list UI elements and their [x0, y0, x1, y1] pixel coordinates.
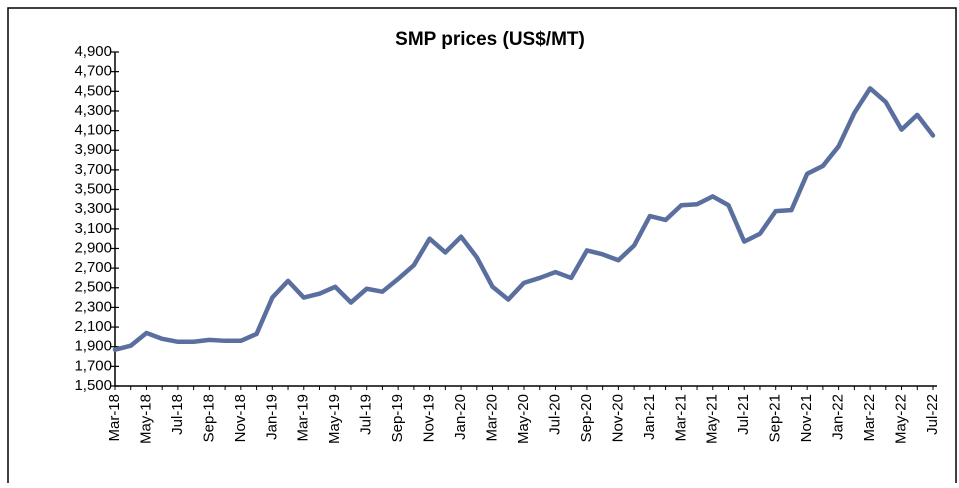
- price-line: [112, 86, 936, 352]
- x-tick-label: Mar-18: [106, 394, 123, 442]
- y-tick-label: 1,900: [74, 338, 112, 355]
- y-tick-label: 3,700: [74, 161, 112, 178]
- y-tick-label: 4,700: [74, 63, 112, 80]
- x-tick-label: Nov-18: [232, 394, 249, 442]
- x-tick-label: Sep-19: [389, 394, 406, 442]
- x-tick-label: Jul-20: [546, 394, 563, 435]
- x-tick-label: Sep-20: [578, 394, 595, 442]
- chart-frame: [7, 7, 957, 488]
- x-tick-label: Jan-22: [830, 394, 847, 440]
- x-tick-label: Jul-19: [358, 394, 375, 435]
- x-tick-label: Nov-20: [609, 394, 626, 442]
- y-tick-label: 3,900: [74, 141, 112, 158]
- y-tick-label: 2,100: [74, 318, 112, 335]
- x-tick-label: May-18: [137, 394, 154, 444]
- x-tick-label: Mar-20: [484, 394, 501, 442]
- x-tick-label: Jan-21: [641, 394, 658, 440]
- y-tick-label: 3,100: [74, 220, 112, 237]
- y-tick-label: 1,500: [74, 377, 112, 394]
- x-tick-label: Nov-19: [421, 394, 438, 442]
- y-tick-label: 4,900: [74, 43, 112, 60]
- x-tick-label: Mar-22: [861, 394, 878, 442]
- x-tick-label: May-20: [515, 394, 532, 444]
- x-tick-label: Jan-19: [263, 394, 280, 440]
- x-tick-label: May-21: [704, 394, 721, 444]
- chart-title: SMP prices (US$/MT): [395, 29, 585, 50]
- y-tick-label: 1,700: [74, 357, 112, 374]
- y-tick-label: 4,100: [74, 122, 112, 139]
- x-tick-label: Mar-21: [672, 394, 689, 442]
- x-tick-label: Sep-18: [200, 394, 217, 442]
- y-tick-label: 4,300: [74, 102, 112, 119]
- x-tick-label: May-22: [893, 394, 910, 444]
- y-tick-label: 2,300: [74, 298, 112, 315]
- x-tick-label: Jul-21: [735, 394, 752, 435]
- y-tick-label: 2,900: [74, 239, 112, 256]
- y-tick-label: 3,300: [74, 200, 112, 217]
- x-tick-label: Sep-21: [767, 394, 784, 442]
- x-tick-label: Mar-19: [295, 394, 312, 442]
- y-tick-label: 4,500: [74, 82, 112, 99]
- y-tick-label: 3,500: [74, 180, 112, 197]
- y-tick-label: 2,500: [74, 279, 112, 296]
- y-tick-label: 2,700: [74, 259, 112, 276]
- x-tick-label: Nov-21: [798, 394, 815, 442]
- x-tick-label: Jan-20: [452, 394, 469, 440]
- x-tick-label: May-19: [326, 394, 343, 444]
- x-tick-label: Jul-22: [924, 394, 941, 435]
- x-tick-label: Jul-18: [169, 394, 186, 435]
